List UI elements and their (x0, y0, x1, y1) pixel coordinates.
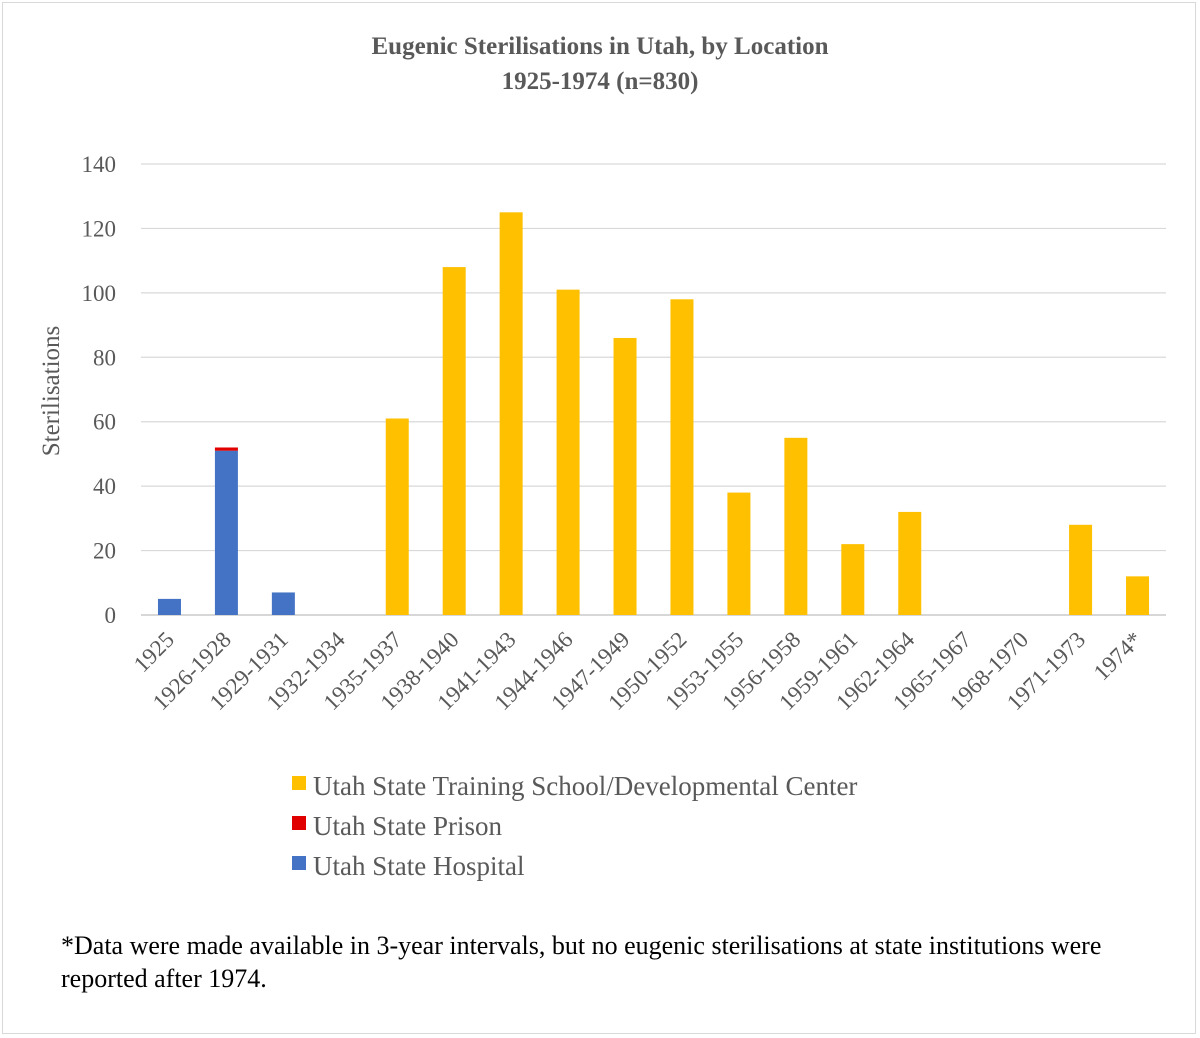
y-tick-label: 20 (93, 539, 116, 564)
legend-label: Utah State Hospital (313, 851, 524, 881)
chart-subtitle: 1925-1974 (n=830) (502, 68, 699, 95)
y-tick-label: 100 (82, 281, 117, 306)
legend-swatch (292, 816, 306, 830)
bar (670, 299, 694, 615)
bar (841, 544, 865, 615)
gridlines (141, 163, 1166, 616)
x-tick-label: 1974* (1089, 627, 1147, 685)
y-axis-ticks: 0 20 40 60 80 100 120 140 (82, 152, 117, 628)
y-tick-label: 60 (93, 410, 116, 435)
bar (499, 212, 523, 616)
bar (442, 267, 466, 615)
chart-title: Eugenic Sterilisations in Utah, by Locat… (372, 33, 829, 60)
footnote: *Data were made available in 3-year inte… (61, 931, 1102, 993)
bar (784, 437, 808, 615)
y-axis-label: Sterilisations (38, 326, 65, 457)
y-tick-label: 0 (105, 603, 117, 628)
bar (1126, 576, 1150, 615)
x-tick-label: 1925 (129, 627, 179, 677)
x-axis-ticks: 19251926-19281929-19311932-19341935-1937… (129, 627, 1147, 716)
y-tick-label: 40 (93, 474, 116, 499)
bar (214, 450, 238, 615)
legend-label: Utah State Training School/Developmental… (313, 771, 857, 801)
bar-chart: Eugenic Sterilisations in Utah, by Locat… (38, 33, 1166, 881)
bars (157, 212, 1150, 616)
bar (727, 492, 751, 615)
bar (385, 418, 409, 615)
legend-swatch (292, 776, 306, 790)
bar (898, 511, 922, 615)
y-tick-label: 80 (93, 345, 116, 370)
bar (1069, 524, 1093, 615)
bar (613, 337, 637, 615)
y-tick-label: 140 (82, 152, 117, 177)
legend: Utah State Training School/Developmental… (292, 771, 857, 881)
legend-label: Utah State Prison (313, 811, 502, 841)
bar (556, 289, 580, 615)
bar (157, 598, 181, 615)
legend-swatch (292, 856, 306, 870)
bar (214, 447, 238, 451)
bar (271, 592, 295, 615)
y-tick-label: 120 (82, 216, 117, 241)
